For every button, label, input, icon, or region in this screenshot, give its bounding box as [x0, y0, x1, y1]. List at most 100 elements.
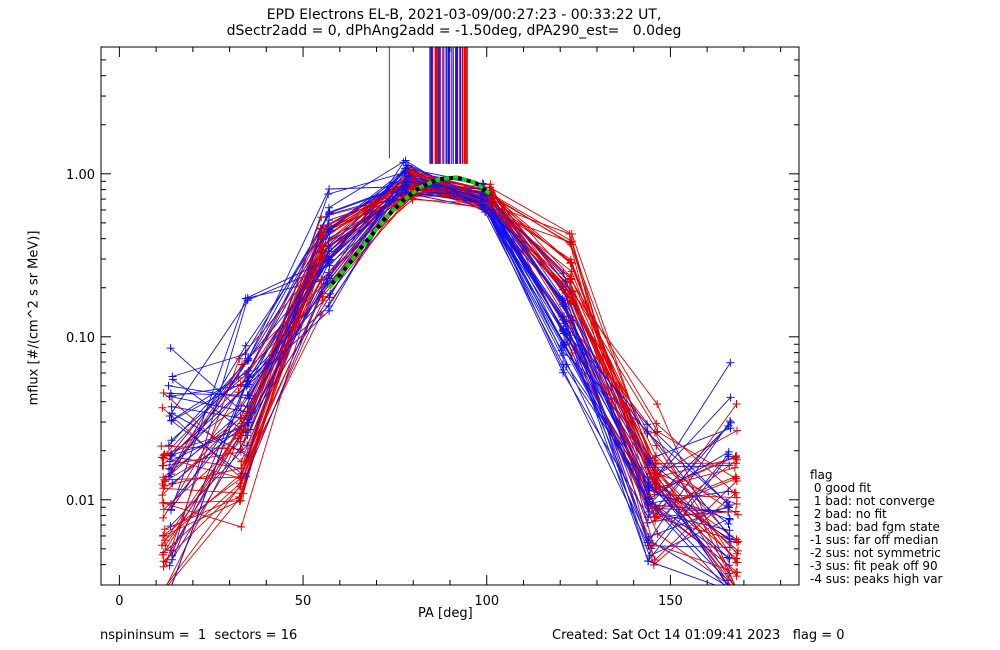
data-point: [559, 269, 568, 278]
data-point: [160, 586, 168, 594]
series-line: [170, 187, 731, 527]
data-point: [400, 167, 409, 176]
data-point: [560, 338, 568, 347]
data-point: [236, 413, 245, 422]
data-point: [652, 472, 661, 481]
data-point: [325, 247, 333, 256]
data-point: [164, 441, 173, 450]
data-point: [159, 461, 168, 470]
data-point: [566, 272, 575, 281]
data-point: [159, 389, 168, 397]
data-point: [236, 437, 245, 446]
y-axis-label: mflux [#/(cm^2 s sr MeV)]: [26, 230, 42, 406]
data-point: [317, 275, 326, 284]
data-point: [237, 431, 246, 440]
data-point: [732, 400, 741, 408]
series-line: [163, 175, 736, 479]
data-point: [159, 586, 167, 594]
data-point: [159, 513, 168, 522]
x-tick-label: 50: [295, 594, 312, 609]
legend-item: 0 good fit: [810, 481, 872, 495]
data-point: [732, 586, 740, 594]
data-point: [242, 377, 251, 386]
data-point: [318, 242, 327, 251]
data-point: [407, 184, 416, 193]
legend-item: -1 sus: far off median: [810, 533, 939, 547]
data-point: [158, 453, 167, 462]
data-point: [323, 279, 332, 287]
data-point: [244, 394, 253, 403]
data-point: [724, 447, 733, 456]
data-point: [651, 516, 660, 525]
data-point: [557, 346, 566, 355]
y-tick-label: 1.00: [66, 168, 95, 183]
legend-item: -3 sus: fit peak off 90: [810, 559, 938, 573]
data-point: [645, 483, 654, 492]
data-point: [733, 510, 742, 519]
data-point: [565, 229, 574, 238]
data-point: [732, 568, 741, 577]
data-point: [158, 403, 167, 412]
data-point: [485, 183, 494, 192]
data-point: [165, 464, 174, 473]
data-point: [160, 586, 168, 594]
data-point: [241, 341, 250, 350]
data-point: [734, 546, 742, 555]
data-point: [733, 586, 741, 594]
data-point: [652, 419, 661, 428]
data-point: [234, 388, 243, 397]
data-point: [476, 194, 485, 203]
data-point: [159, 531, 168, 540]
data-point: [324, 190, 333, 199]
legend-item: 1 bad: not converge: [810, 494, 935, 508]
data-point: [734, 586, 742, 594]
data-point: [733, 455, 741, 464]
data-point: [726, 418, 735, 427]
data-point: [651, 482, 660, 491]
series-line: [163, 170, 736, 562]
data-point: [164, 381, 173, 390]
data-point: [650, 428, 659, 437]
series-line: [163, 199, 737, 573]
series-line: [162, 192, 737, 563]
data-point: [566, 258, 575, 267]
series-line: [171, 191, 717, 585]
data-point: [402, 178, 411, 187]
data-point: [732, 459, 741, 468]
series-line: [171, 188, 730, 585]
data-point: [559, 351, 568, 360]
data-point: [399, 158, 408, 167]
data-point: [725, 515, 734, 524]
data-point: [730, 463, 739, 472]
data-point: [653, 400, 662, 409]
data-point: [734, 537, 743, 546]
data-point: [167, 409, 176, 418]
chart-subtitle: dSectr2add = 0, dPhAng2add = -1.50deg, d…: [226, 23, 682, 39]
data-point: [402, 188, 411, 196]
data-point: [401, 164, 409, 173]
data-point: [726, 393, 735, 402]
data-point: [325, 185, 334, 193]
data-point: [644, 477, 653, 486]
data-point: [648, 539, 657, 548]
data-point: [408, 195, 417, 204]
data-point: [166, 344, 175, 353]
data-point: [234, 425, 243, 434]
series-line: [172, 191, 730, 468]
data-point: [733, 586, 741, 594]
data-point: [244, 356, 253, 365]
data-point: [324, 225, 333, 234]
data-point: [243, 402, 252, 411]
data-point: [724, 520, 733, 528]
data-point: [404, 171, 413, 180]
data-point: [732, 451, 741, 460]
data-point: [644, 557, 653, 566]
chart-title: EPD Electrons EL-B, 2021-03-09/00:27:23 …: [266, 7, 662, 23]
data-point: [243, 418, 252, 427]
data-point: [157, 442, 166, 451]
series-line: [168, 181, 730, 506]
series-line: [169, 180, 729, 566]
y-tick-label: 0.10: [66, 331, 95, 346]
data-point: [406, 166, 414, 175]
